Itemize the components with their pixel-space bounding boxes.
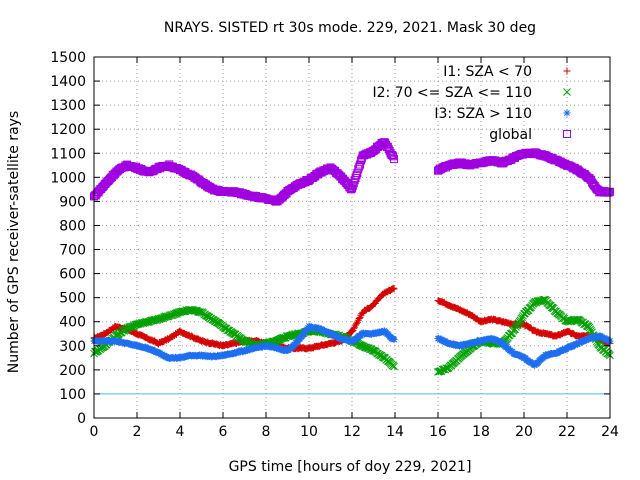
legend-label: I2: 70 <= SZA <= 110 <box>372 85 532 101</box>
x-tick-label: 10 <box>300 424 318 440</box>
data-point <box>194 308 203 316</box>
legend-marker <box>563 109 571 117</box>
data-point <box>390 285 398 293</box>
axis-ticks: 0 2 4 6 8 10 12 14 16 18 20 22 240100200300400500600… <box>50 50 619 440</box>
y-tick-label: 1300 <box>50 98 86 114</box>
x-tick-label: 12 <box>343 424 361 440</box>
data-point <box>352 321 360 329</box>
x-tick-label: 6 <box>219 424 228 440</box>
y-tick-label: 1100 <box>50 146 86 162</box>
data-point <box>347 328 355 336</box>
legend-label: I1: SZA < 70 <box>443 64 532 80</box>
series-i3-sza-110 <box>90 322 614 369</box>
x-tick-label: 8 <box>262 424 271 440</box>
y-tick-label: 500 <box>59 291 86 307</box>
x-tick-label: 18 <box>472 424 490 440</box>
data-point <box>389 284 397 292</box>
data-point <box>98 343 106 352</box>
y-tick-label: 0 <box>77 411 86 427</box>
data-series <box>90 138 614 376</box>
y-tick-label: 1000 <box>50 170 86 186</box>
y-tick-label: 600 <box>59 267 86 283</box>
y-tick-label: 700 <box>59 243 86 259</box>
y-tick-label: 100 <box>59 387 86 403</box>
y-tick-label: 1200 <box>50 122 86 138</box>
data-point <box>355 314 363 322</box>
legend-marker <box>563 67 571 75</box>
legend: I1: SZA < 70 I2: 70 <= SZA <= 110 I3: SZA … <box>372 64 571 143</box>
x-tick-label: 14 <box>386 424 404 440</box>
x-tick-label: 0 <box>90 424 99 440</box>
data-point <box>390 362 398 371</box>
x-tick-label: 2 <box>133 424 142 440</box>
y-tick-label: 800 <box>59 218 86 234</box>
x-tick-label: 4 <box>176 424 185 440</box>
y-tick-label: 1500 <box>50 50 86 66</box>
x-axis-label: GPS time [hours of doy 229, 2021] <box>229 459 472 475</box>
data-point <box>352 320 360 328</box>
y-tick-label: 400 <box>59 315 86 331</box>
series-global <box>90 138 614 206</box>
legend-label: global <box>489 127 532 143</box>
y-axis-label: Number of GPS receiver-satellite rays <box>6 111 22 373</box>
x-tick-label: 16 <box>429 424 447 440</box>
data-point <box>348 327 356 335</box>
chart-title: NRAYS. SISTED rt 30s mode. 229, 2021. Ma… <box>164 20 536 36</box>
data-point <box>511 325 519 334</box>
data-point <box>390 335 398 343</box>
y-tick-label: 200 <box>59 363 86 379</box>
y-tick-label: 1400 <box>50 74 86 90</box>
y-tick-label: 900 <box>59 194 86 210</box>
x-tick-label: 20 <box>515 424 533 440</box>
legend-label: I3: SZA > 110 <box>434 106 532 122</box>
y-tick-label: 300 <box>59 339 86 355</box>
x-tick-label: 22 <box>558 424 576 440</box>
data-point <box>350 324 358 332</box>
x-tick-label: 24 <box>601 424 619 440</box>
